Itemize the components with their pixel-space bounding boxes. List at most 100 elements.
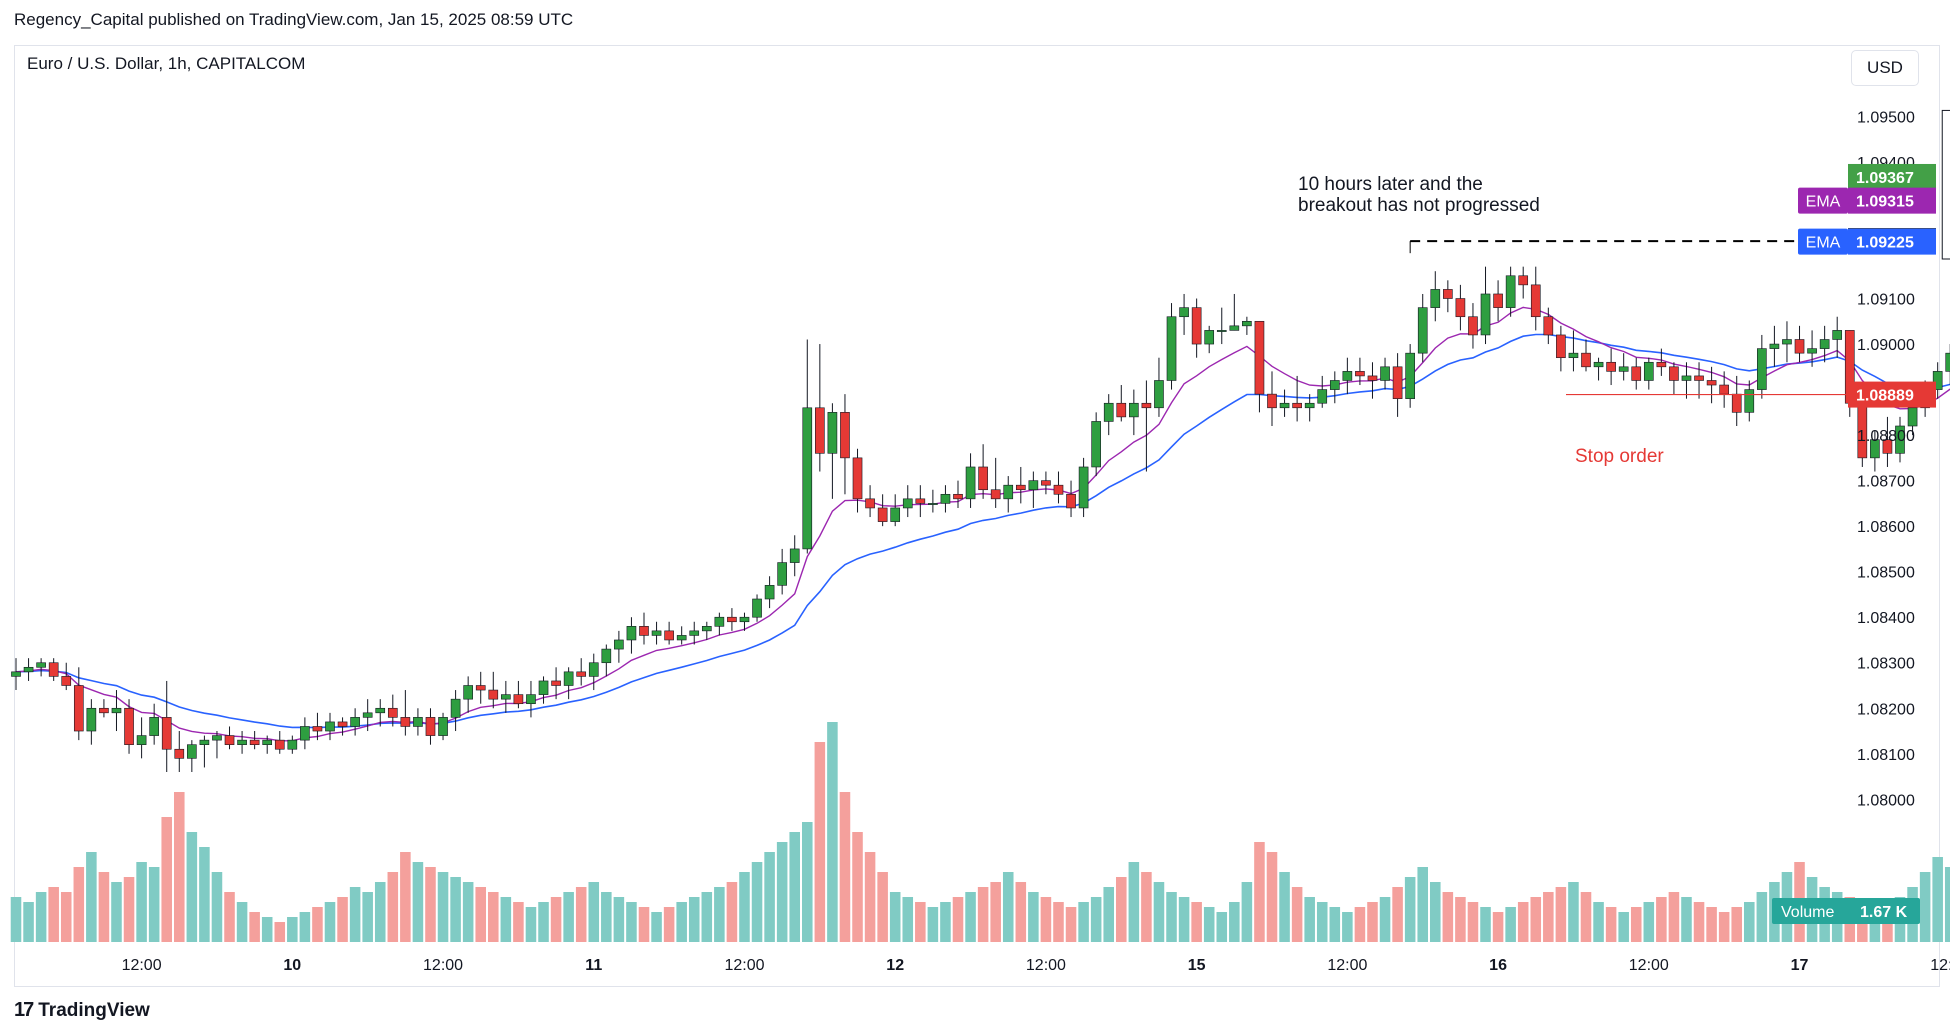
y-tick-label: 1.09000 bbox=[1857, 337, 1915, 354]
volume-bar bbox=[1580, 892, 1592, 942]
candle-body bbox=[1706, 380, 1717, 386]
volume-bar bbox=[1354, 907, 1366, 942]
candle-body bbox=[1279, 402, 1290, 409]
candle-body bbox=[1719, 384, 1729, 395]
ema-tag-bg bbox=[1798, 187, 1848, 214]
candle-body bbox=[149, 717, 159, 736]
candle-body bbox=[11, 671, 21, 677]
volume-bar bbox=[550, 897, 562, 942]
volume-bar bbox=[488, 892, 499, 942]
candle-body bbox=[639, 626, 649, 636]
volume-bar bbox=[1229, 902, 1240, 942]
candle-body bbox=[73, 685, 84, 732]
candle-body bbox=[953, 493, 963, 500]
y-tick-label: 1.08400 bbox=[1857, 610, 1915, 627]
volume-bar bbox=[1392, 887, 1403, 942]
candle-body bbox=[1731, 393, 1742, 413]
y-tick-label: 1.08000 bbox=[1857, 792, 1915, 809]
candle-body bbox=[438, 717, 448, 736]
candle-body bbox=[538, 680, 549, 695]
candle-body bbox=[1769, 343, 1780, 349]
volume-bar bbox=[123, 877, 135, 942]
candle-body bbox=[1380, 366, 1390, 381]
candle-body bbox=[224, 735, 235, 745]
tradingview-logo[interactable]: 17 TradingView bbox=[14, 999, 150, 1022]
volume-bar bbox=[199, 847, 210, 942]
candle-body bbox=[614, 639, 624, 650]
x-tick-label: 11 bbox=[585, 957, 602, 974]
volume-bar bbox=[400, 852, 411, 942]
volume-bar bbox=[1744, 902, 1755, 942]
candle-body bbox=[61, 676, 72, 686]
candle-body bbox=[815, 407, 825, 454]
candle-body bbox=[1694, 375, 1704, 381]
x-tick-label: 12:00 bbox=[122, 957, 162, 974]
candle-body bbox=[1041, 480, 1051, 486]
candle-body bbox=[1530, 284, 1541, 318]
candle-body bbox=[1405, 352, 1415, 399]
volume-bar bbox=[902, 897, 914, 942]
volume-bar bbox=[475, 887, 486, 942]
candle-body bbox=[1292, 402, 1302, 409]
volume-bar bbox=[864, 852, 876, 942]
y-tick-label: 1.08300 bbox=[1857, 656, 1915, 673]
volume-bar bbox=[174, 792, 185, 942]
volume-bar bbox=[1316, 902, 1328, 942]
candle-body bbox=[1392, 366, 1403, 399]
candle-body bbox=[1367, 375, 1378, 381]
candle-body bbox=[1254, 320, 1265, 395]
candle-body bbox=[174, 748, 185, 759]
candle-body bbox=[1945, 352, 1950, 372]
volume-bar bbox=[1279, 872, 1290, 942]
volume-bar bbox=[977, 887, 989, 942]
candle-body bbox=[1618, 366, 1629, 372]
candle-body bbox=[1895, 425, 1905, 454]
candle-body bbox=[36, 662, 46, 668]
volume-bar bbox=[1944, 867, 1950, 942]
volume-bar bbox=[726, 882, 738, 942]
tradingview-logo-icon: 17 bbox=[14, 999, 34, 1021]
volume-bar bbox=[1367, 902, 1378, 942]
volume-bar bbox=[1291, 887, 1303, 942]
candle-body bbox=[689, 630, 700, 636]
volume-bar bbox=[626, 902, 637, 942]
volume-bar bbox=[613, 897, 625, 942]
volume-bar bbox=[1480, 907, 1491, 942]
volume-bar bbox=[1342, 912, 1353, 942]
currency-button[interactable]: USD bbox=[1851, 50, 1919, 86]
x-tick-label: 12:00 bbox=[1026, 957, 1066, 974]
volume-bar bbox=[274, 922, 286, 942]
volume-bar bbox=[1568, 882, 1579, 942]
volume-bar bbox=[148, 867, 160, 942]
candle-body bbox=[1681, 375, 1692, 381]
volume-bar bbox=[1706, 907, 1717, 942]
volume-bar bbox=[86, 852, 97, 942]
price-label-bg bbox=[1848, 187, 1936, 214]
x-tick-label: 12:00 bbox=[1327, 957, 1367, 974]
candle-body bbox=[752, 598, 762, 618]
volume-bar bbox=[349, 887, 361, 942]
volume-bar bbox=[776, 842, 788, 942]
candle-body bbox=[852, 457, 863, 500]
candle-body bbox=[1053, 484, 1064, 495]
candle-body bbox=[1430, 289, 1441, 308]
price-label-stop: 1.08889 bbox=[1856, 388, 1914, 405]
candle-body bbox=[576, 671, 587, 677]
candle-body bbox=[551, 680, 561, 686]
volume-bar bbox=[990, 882, 1001, 942]
volume-bar bbox=[1869, 907, 1881, 942]
y-tick-label: 1.08100 bbox=[1857, 747, 1915, 764]
highlight-box bbox=[1941, 109, 1950, 260]
candle-body bbox=[400, 717, 411, 727]
candle-body bbox=[1216, 330, 1227, 332]
candle-body bbox=[827, 412, 838, 454]
candle-body bbox=[902, 498, 913, 509]
ema-tag-bg bbox=[1798, 228, 1848, 255]
candle-body bbox=[1179, 307, 1189, 318]
candle-body bbox=[1417, 307, 1428, 354]
ema-tag-label: EMA bbox=[1806, 235, 1841, 252]
volume-bar bbox=[1693, 902, 1705, 942]
candle-body bbox=[274, 739, 285, 750]
volume-bar bbox=[1756, 892, 1768, 942]
